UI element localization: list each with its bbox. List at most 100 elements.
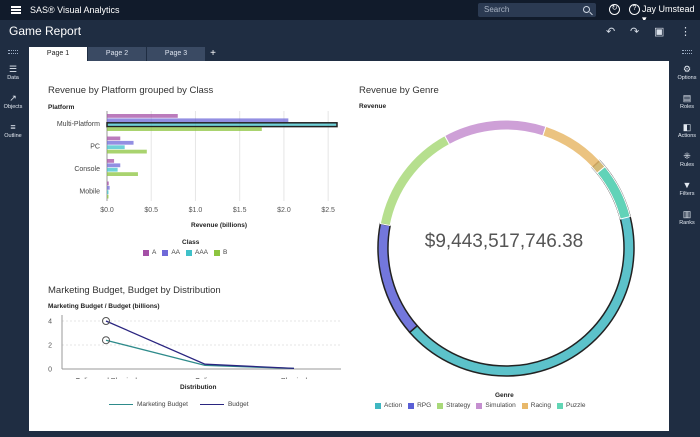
- right-nav-rules[interactable]: ⁜ Rules: [674, 151, 700, 168]
- left-nav-data[interactable]: ☰ Data: [0, 64, 26, 81]
- legend-swatch: [109, 403, 133, 406]
- bar-chart[interactable]: $0.0 $0.5 $1.0 $1.5 $2.0 $2.5 Multi-Platform PC…: [29, 111, 349, 271]
- bar-legend-title: Class: [182, 239, 200, 246]
- legend-swatch: [143, 249, 149, 256]
- bar: [107, 127, 262, 131]
- menu-icon[interactable]: [11, 6, 21, 14]
- undo-icon[interactable]: ↶: [606, 26, 616, 38]
- tab-page-1[interactable]: Page 1: [29, 47, 87, 61]
- chart-icon: ↗: [9, 93, 17, 103]
- donut-slice: [444, 119, 547, 146]
- donut-total-value: $9,443,517,746.38: [424, 231, 584, 252]
- right-pane: ⚙ Options ▤ Roles ◧ Actions ⁜ Rules ▼ Fi…: [674, 44, 700, 437]
- right-nav-label: Filters: [679, 191, 695, 197]
- bar: [107, 190, 109, 195]
- top-app-bar: SAS® Visual Analytics Search ↻ ? Jay Ums…: [0, 0, 700, 24]
- left-nav-outline[interactable]: ≡ Outline: [0, 122, 26, 139]
- grip-icon[interactable]: [682, 50, 692, 54]
- add-page-button[interactable]: +: [210, 48, 216, 59]
- x-tick-label: $1.5: [233, 207, 247, 214]
- right-nav-ranks[interactable]: ▥ Ranks: [674, 209, 700, 226]
- search-input[interactable]: Search: [478, 3, 596, 17]
- x-tick-label: Online and Physical: [75, 378, 137, 379]
- donut-slice: [379, 134, 451, 227]
- line-chart-y-title: Marketing Budget / Budget (billions): [48, 303, 160, 310]
- right-nav-label: Roles: [679, 104, 695, 110]
- bar: [107, 181, 109, 186]
- bar: [107, 114, 178, 118]
- line-chart[interactable]: 0 2 4 Online and Physical Online Physical: [29, 309, 349, 379]
- donut-chart-title: Revenue by Genre: [359, 85, 439, 96]
- series-line: [105, 320, 295, 370]
- history-icon[interactable]: ↻: [609, 4, 620, 15]
- donut-slice: [596, 166, 631, 220]
- right-nav-actions[interactable]: ◧ Actions: [674, 122, 700, 139]
- bar: [107, 163, 121, 168]
- report-title-bar: Game Report ↶ ↷ ▣ ⋮: [0, 20, 700, 44]
- help-icon[interactable]: ?: [629, 4, 640, 15]
- save-icon[interactable]: ▣: [654, 26, 665, 38]
- rules-icon: ⁜: [683, 151, 691, 161]
- legend-label: Marketing Budget: [137, 401, 188, 408]
- report-title: Game Report: [9, 24, 82, 38]
- search-placeholder: Search: [484, 5, 510, 14]
- page-tabs: Page 1 Page 2 Page 3 +: [29, 47, 220, 61]
- legend-swatch: [162, 249, 169, 256]
- legend-label: Racing: [530, 402, 551, 409]
- grip-icon[interactable]: [8, 50, 18, 54]
- search-icon[interactable]: [583, 6, 590, 13]
- line-chart-title: Marketing Budget, Budget by Distribution: [48, 285, 221, 296]
- y-tick-label: PC: [90, 143, 100, 150]
- tab-page-2[interactable]: Page 2: [88, 47, 146, 61]
- actions-icon: ◧: [682, 122, 692, 132]
- legend-label: B: [223, 249, 228, 256]
- left-nav-objects[interactable]: ↗ Objects: [0, 93, 26, 110]
- bar: [107, 172, 138, 176]
- right-nav-options[interactable]: ⚙ Options: [674, 64, 700, 81]
- bar-chart-title: Revenue by Platform grouped by Class: [48, 85, 214, 96]
- right-nav-label: Options: [677, 75, 697, 81]
- outline-icon: ≡: [10, 122, 16, 132]
- bar: [107, 194, 109, 199]
- donut-slice: [542, 125, 606, 174]
- right-nav-filters[interactable]: ▼ Filters: [674, 180, 700, 197]
- bar: [107, 118, 289, 123]
- y-tick-label: 2: [48, 343, 52, 350]
- options-icon: ⚙: [682, 64, 692, 74]
- y-tick-label: 0: [48, 367, 52, 374]
- app-title: SAS® Visual Analytics: [30, 5, 120, 15]
- y-tick-label: 4: [48, 319, 52, 326]
- report-canvas: Revenue by Platform grouped by Class Pla…: [29, 61, 669, 431]
- donut-legend-title: Genre: [495, 392, 514, 399]
- donut-chart[interactable]: [375, 117, 637, 379]
- more-options-icon[interactable]: ⋮: [680, 26, 691, 38]
- legend-label: AAA: [195, 249, 209, 256]
- x-tick-label: $1.0: [189, 207, 203, 214]
- legend-label: Budget: [227, 401, 249, 408]
- right-nav-label: Ranks: [679, 220, 695, 226]
- tab-page-3[interactable]: Page 3: [147, 47, 205, 61]
- roles-icon: ▤: [682, 93, 692, 103]
- legend-swatch: [214, 249, 221, 256]
- ranks-icon: ▥: [682, 209, 692, 219]
- x-tick-label: $0.0: [100, 207, 114, 214]
- filter-icon: ▼: [682, 180, 692, 190]
- bar-chart-x-title: Revenue (billions): [191, 222, 247, 229]
- bar: [106, 122, 338, 128]
- left-pane: ☰ Data ↗ Objects ≡ Outline: [0, 44, 26, 437]
- user-menu[interactable]: Jay Umstead ▾: [642, 4, 695, 24]
- x-tick-label: $2.5: [321, 207, 335, 214]
- y-tick-label: Mobile: [79, 188, 100, 195]
- bar: [107, 136, 121, 141]
- legend-label: Simulation: [485, 402, 516, 409]
- x-tick-label: Online: [195, 378, 215, 379]
- redo-icon[interactable]: ↷: [630, 26, 640, 38]
- left-nav-label: Outline: [4, 133, 22, 139]
- legend-swatch: [199, 403, 224, 406]
- x-tick-label: $2.0: [277, 207, 291, 214]
- legend-swatch: [375, 402, 381, 409]
- bar-legend: A AA AAA B: [137, 249, 227, 256]
- right-nav-roles[interactable]: ▤ Roles: [674, 93, 700, 110]
- donut-legend: Action RPG Strategy Simulation Racing Puzzle: [369, 402, 586, 409]
- legend-label: AA: [171, 249, 181, 256]
